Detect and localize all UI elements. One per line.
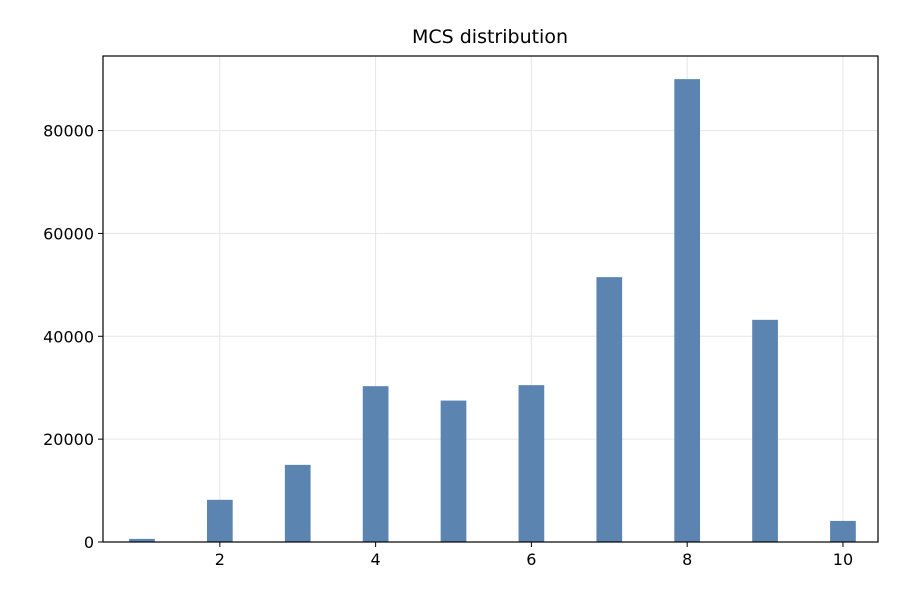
y-tick-label: 40000 <box>43 327 94 346</box>
x-tick-label: 8 <box>682 550 692 569</box>
bar <box>362 386 389 542</box>
x-tick-label: 10 <box>833 550 853 569</box>
bar <box>284 464 311 542</box>
x-tick-label: 6 <box>526 550 536 569</box>
chart-title: MCS distribution <box>412 26 568 48</box>
y-tick-label: 20000 <box>43 430 94 449</box>
bar <box>596 277 623 542</box>
bar <box>129 538 155 542</box>
bar <box>440 400 467 542</box>
plot-frame <box>102 55 879 543</box>
bar <box>674 79 701 543</box>
bar <box>206 499 233 542</box>
y-tick-label: 60000 <box>43 224 94 243</box>
x-tick-label: 2 <box>215 550 225 569</box>
bar <box>752 319 778 542</box>
bar <box>518 385 545 542</box>
y-tick-label: 80000 <box>43 122 94 141</box>
bars <box>129 79 856 543</box>
y-axis: 0 20000 40000 60000 80000 <box>43 122 103 552</box>
y-tick-label: 0 <box>84 533 94 552</box>
bar <box>830 520 856 542</box>
x-axis: 2 4 6 8 10 <box>215 542 853 569</box>
x-tick-label: 4 <box>371 550 381 569</box>
